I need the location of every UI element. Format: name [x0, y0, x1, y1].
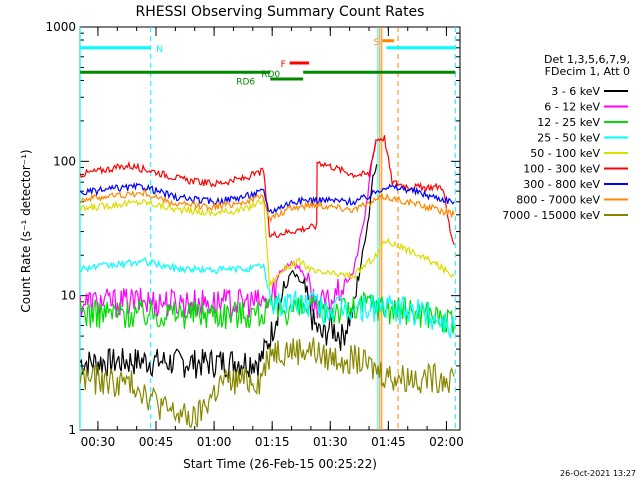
y-tick-label: 100: [53, 154, 76, 168]
legend-header: FDecim 1, Att 0: [545, 65, 630, 78]
legend-entry-label: 6 - 12 keV: [544, 101, 600, 114]
x-tick-label: 02:00: [429, 435, 464, 449]
y-axis-label: Count Rate (s⁻¹ detector⁻¹): [19, 149, 33, 312]
series-line: [79, 337, 455, 429]
plot-area: 1 10 100 1000 00:30 00:45 01:00 01:15 01:30 01:45…: [45, 20, 463, 449]
flag-label: RD6: [236, 77, 255, 87]
legend-entry-label: 300 - 800 keV: [523, 178, 600, 191]
series-line: [79, 164, 378, 380]
flag-label: N: [156, 45, 163, 55]
legend-entry-label: 100 - 300 keV: [523, 163, 600, 176]
x-tick-label: 01:15: [255, 435, 290, 449]
plot-timestamp: 26-Oct-2021 13:27: [560, 469, 636, 478]
x-axis-label: Start Time (26-Feb-15 00:25:22): [183, 457, 377, 471]
y-tick-label: 10: [61, 289, 76, 303]
x-tick-label: 01:30: [313, 435, 348, 449]
legend: Det 1,3,5,6,7,9,FDecim 1, Att 0 3 - 6 keV…: [502, 53, 630, 222]
x-tick-label: 01:00: [197, 435, 232, 449]
x-tick-label: 00:30: [81, 435, 116, 449]
series-line: [79, 196, 455, 288]
chart-title: RHESSI Observing Summary Count Rates: [136, 4, 425, 20]
series-line: [79, 135, 455, 245]
series-line: [79, 188, 455, 224]
flag-label: RD0: [261, 70, 280, 80]
legend-entry-label: 50 - 100 keV: [530, 147, 600, 160]
series-line: [79, 181, 455, 214]
legend-entry-label: 12 - 25 keV: [537, 116, 600, 129]
x-tick-label: 00:45: [139, 435, 174, 449]
x-tick-label: 01:45: [371, 435, 406, 449]
series-line: [79, 290, 455, 334]
flag-label: S: [374, 38, 380, 48]
legend-entry-label: 3 - 6 keV: [551, 85, 600, 98]
y-tick-label: 1: [68, 423, 76, 437]
legend-entry-label: 25 - 50 keV: [537, 132, 600, 145]
y-tick-label: 1000: [45, 20, 76, 34]
series-line: [79, 257, 455, 340]
series-line: [79, 141, 377, 319]
legend-entry-label: 7000 - 15000 keV: [502, 209, 600, 222]
legend-header: Det 1,3,5,6,7,9,: [544, 53, 630, 66]
flag-label: F: [281, 60, 286, 70]
legend-entry-label: 800 - 7000 keV: [516, 194, 600, 207]
